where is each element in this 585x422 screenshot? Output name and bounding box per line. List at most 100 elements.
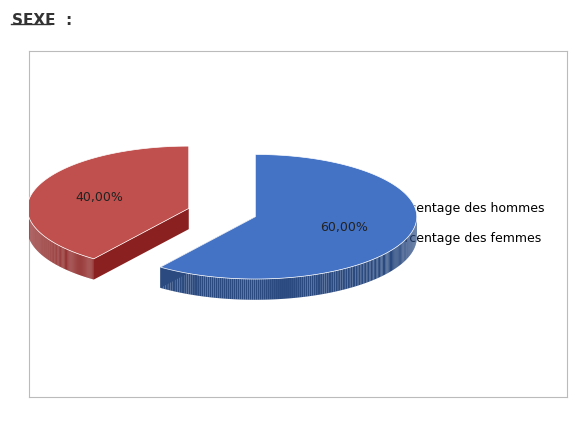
Polygon shape (266, 279, 268, 300)
Polygon shape (398, 245, 399, 267)
Polygon shape (365, 262, 366, 283)
Polygon shape (88, 257, 90, 278)
Polygon shape (243, 279, 246, 300)
Polygon shape (48, 239, 49, 260)
Polygon shape (190, 274, 192, 295)
Polygon shape (180, 272, 181, 293)
Polygon shape (211, 277, 214, 298)
Polygon shape (67, 249, 68, 271)
Polygon shape (61, 247, 63, 268)
Polygon shape (233, 279, 235, 299)
Polygon shape (332, 271, 333, 292)
Polygon shape (221, 278, 223, 298)
Polygon shape (339, 270, 340, 291)
Polygon shape (57, 244, 58, 265)
Polygon shape (394, 248, 395, 269)
Polygon shape (264, 279, 266, 300)
Polygon shape (390, 251, 391, 272)
Polygon shape (235, 279, 238, 299)
Polygon shape (242, 279, 243, 300)
Polygon shape (302, 276, 304, 297)
Polygon shape (407, 237, 408, 259)
Polygon shape (46, 238, 47, 259)
Polygon shape (335, 271, 337, 292)
Polygon shape (352, 266, 354, 287)
Polygon shape (344, 268, 346, 289)
Polygon shape (228, 278, 229, 299)
Polygon shape (346, 268, 347, 289)
Polygon shape (202, 276, 204, 297)
Polygon shape (194, 274, 196, 295)
Polygon shape (229, 278, 231, 299)
Polygon shape (83, 256, 84, 277)
Polygon shape (404, 240, 405, 262)
Polygon shape (166, 268, 167, 289)
Polygon shape (231, 279, 233, 299)
Polygon shape (204, 276, 205, 297)
Polygon shape (50, 241, 51, 262)
Polygon shape (160, 217, 255, 288)
Polygon shape (176, 271, 178, 292)
Polygon shape (239, 279, 242, 300)
Polygon shape (379, 256, 380, 278)
Polygon shape (44, 236, 45, 257)
Polygon shape (385, 253, 387, 274)
Polygon shape (405, 239, 406, 261)
Polygon shape (205, 276, 208, 297)
Polygon shape (49, 239, 50, 261)
Polygon shape (356, 265, 357, 286)
Polygon shape (209, 276, 211, 298)
Polygon shape (393, 249, 394, 270)
Polygon shape (169, 269, 171, 290)
Polygon shape (47, 238, 48, 260)
Polygon shape (387, 252, 388, 274)
Polygon shape (79, 254, 80, 275)
Polygon shape (380, 256, 381, 277)
Polygon shape (256, 279, 257, 300)
Polygon shape (406, 238, 407, 260)
Polygon shape (371, 260, 372, 281)
Polygon shape (306, 276, 308, 297)
Polygon shape (354, 265, 356, 287)
Polygon shape (340, 269, 342, 290)
Polygon shape (58, 245, 59, 266)
Polygon shape (290, 277, 292, 298)
Polygon shape (91, 258, 92, 279)
Polygon shape (330, 272, 332, 293)
Polygon shape (326, 272, 328, 293)
Polygon shape (187, 273, 188, 294)
Polygon shape (68, 250, 70, 271)
Polygon shape (389, 251, 390, 273)
Polygon shape (254, 279, 256, 300)
Polygon shape (27, 146, 189, 259)
Polygon shape (87, 257, 88, 278)
Polygon shape (71, 251, 73, 272)
Polygon shape (288, 278, 290, 298)
Polygon shape (188, 273, 190, 295)
Polygon shape (270, 279, 272, 300)
Polygon shape (274, 279, 276, 299)
Polygon shape (360, 263, 362, 285)
Polygon shape (181, 272, 183, 293)
Polygon shape (82, 255, 83, 276)
Polygon shape (59, 246, 60, 267)
Polygon shape (257, 279, 260, 300)
Polygon shape (198, 275, 200, 296)
Polygon shape (388, 252, 389, 273)
Polygon shape (164, 268, 166, 289)
Polygon shape (75, 253, 76, 274)
Polygon shape (58, 245, 59, 266)
Polygon shape (400, 243, 401, 265)
Polygon shape (375, 258, 376, 279)
Polygon shape (84, 256, 85, 277)
Polygon shape (280, 278, 282, 299)
Polygon shape (70, 250, 71, 272)
Polygon shape (311, 275, 314, 296)
Polygon shape (54, 243, 56, 264)
Polygon shape (167, 269, 169, 290)
Text: 60,00%: 60,00% (321, 222, 369, 234)
Polygon shape (172, 270, 174, 291)
Polygon shape (246, 279, 247, 300)
Polygon shape (333, 271, 335, 292)
Polygon shape (268, 279, 270, 300)
